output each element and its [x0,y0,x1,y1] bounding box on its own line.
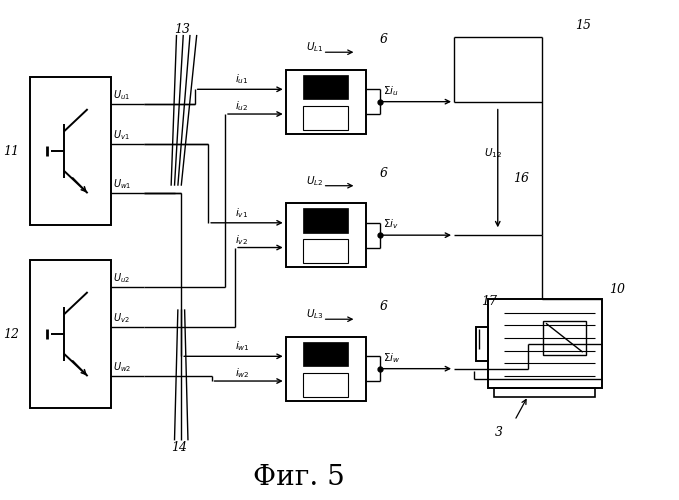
Text: $\Sigma i_u$: $\Sigma i_u$ [383,84,399,98]
Bar [494,388,595,398]
Text: $i_{w1}$: $i_{w1}$ [235,340,250,353]
Bar [304,106,348,130]
Text: $\Sigma i_w$: $\Sigma i_w$ [383,351,401,364]
Text: 3: 3 [494,426,502,440]
Bar [488,300,602,388]
Bar [304,239,348,264]
Bar [30,77,111,226]
Text: 10: 10 [609,283,625,296]
Text: $U_{u1}$: $U_{u1}$ [113,88,130,102]
Bar [543,321,586,354]
Bar [286,336,367,401]
Bar [304,372,348,397]
Text: $U_{w2}$: $U_{w2}$ [113,360,131,374]
Text: 15: 15 [575,18,591,32]
Text: 13: 13 [175,24,191,36]
Text: $i_{v2}$: $i_{v2}$ [235,232,248,246]
Text: $\Sigma i_v$: $\Sigma i_v$ [383,218,399,231]
Text: 11: 11 [3,144,19,158]
Bar [286,70,367,134]
Text: 6: 6 [380,300,388,314]
Bar [475,327,488,361]
Text: 16: 16 [513,172,529,185]
Text: $U_{L1}$: $U_{L1}$ [306,40,323,54]
Text: $U_{12}$: $U_{12}$ [484,146,502,160]
Bar [304,74,348,99]
Text: 6: 6 [380,34,388,46]
Text: $U_{v2}$: $U_{v2}$ [113,311,129,324]
Text: $i_{w2}$: $i_{w2}$ [235,366,250,380]
Text: $i_{v1}$: $i_{v1}$ [235,206,249,220]
Bar [304,342,348,366]
Text: $i_{u1}$: $i_{u1}$ [235,72,249,86]
Bar [304,208,348,233]
Bar [30,260,111,408]
Text: $U_{v1}$: $U_{v1}$ [113,128,129,141]
Text: 14: 14 [171,442,187,454]
Bar [286,203,367,268]
Text: 17: 17 [481,296,497,308]
Text: $U_{u2}$: $U_{u2}$ [113,271,130,284]
Text: 12: 12 [3,328,19,340]
Text: $U_{w1}$: $U_{w1}$ [113,177,131,190]
Text: $U_{L3}$: $U_{L3}$ [306,308,323,321]
Text: Фиг. 5: Фиг. 5 [253,464,345,491]
Text: $U_{L2}$: $U_{L2}$ [306,174,323,188]
Text: $i_{u2}$: $i_{u2}$ [235,99,249,113]
Text: 6: 6 [380,167,388,180]
